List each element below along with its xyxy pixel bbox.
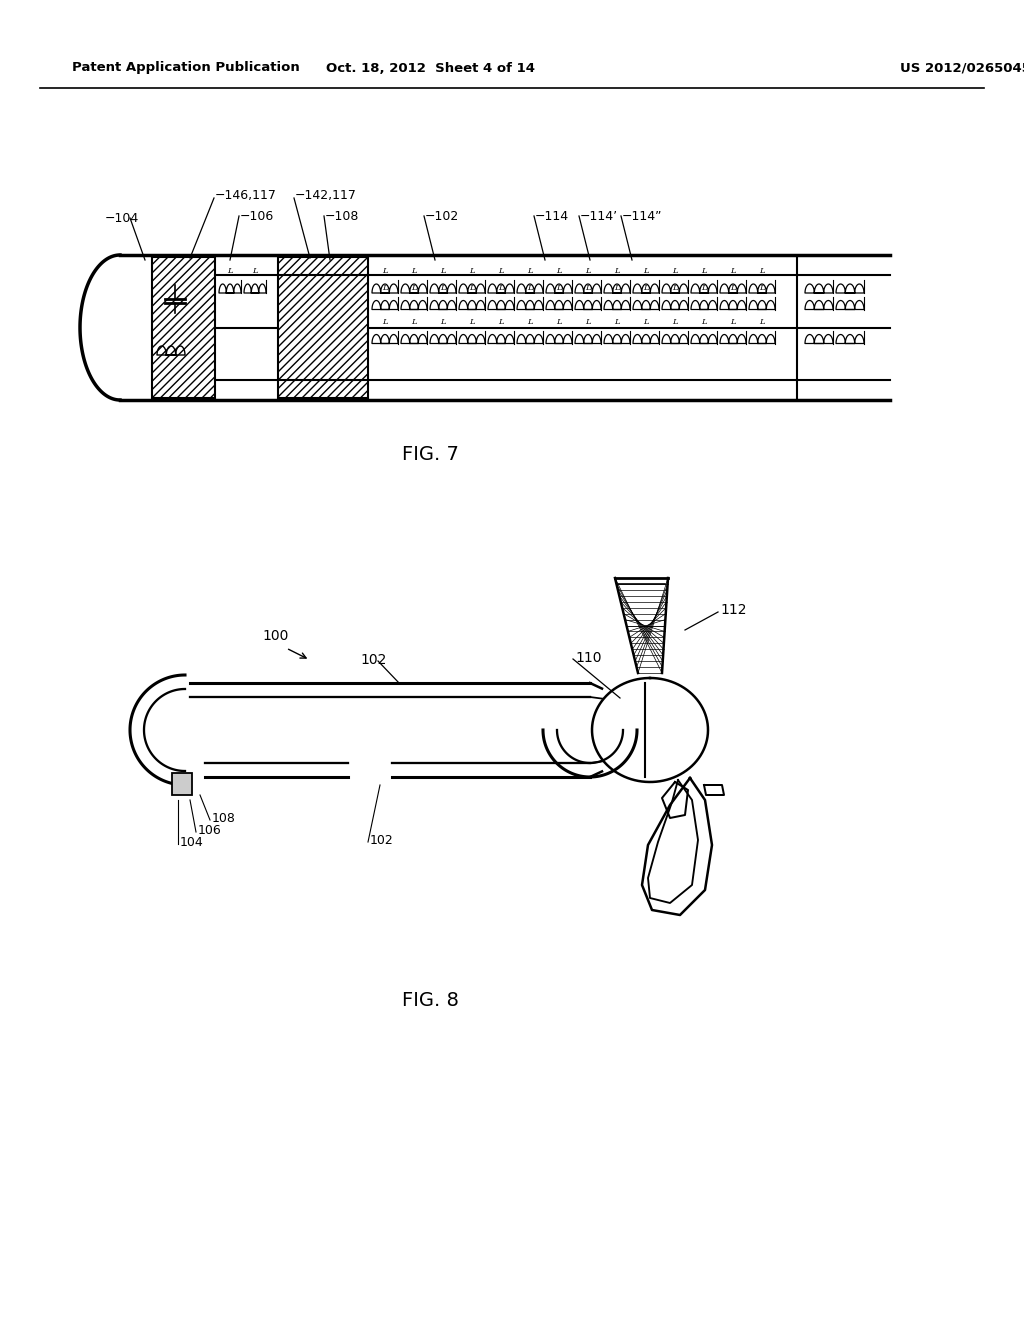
Text: L: L (614, 318, 620, 326)
Text: L: L (585, 284, 591, 292)
Text: L: L (730, 284, 736, 292)
Text: L: L (556, 318, 562, 326)
Text: L: L (440, 267, 445, 275)
Text: Patent Application Publication: Patent Application Publication (72, 62, 300, 74)
Text: L: L (672, 267, 678, 275)
Text: L: L (701, 318, 707, 326)
Text: L: L (412, 318, 417, 326)
Bar (278, 257, 368, 399)
Text: 102: 102 (370, 833, 394, 846)
Text: L: L (701, 267, 707, 275)
Text: 108: 108 (212, 812, 236, 825)
Text: L: L (227, 267, 232, 275)
Text: US 2012/0265045 A1: US 2012/0265045 A1 (900, 62, 1024, 74)
Text: L: L (759, 318, 765, 326)
Text: L: L (643, 284, 649, 292)
Text: L: L (527, 267, 532, 275)
Text: L: L (412, 284, 417, 292)
Text: L: L (614, 267, 620, 275)
Bar (152, 257, 215, 399)
Text: 102: 102 (360, 653, 386, 667)
Text: FIG. 7: FIG. 7 (401, 446, 459, 465)
Text: L: L (614, 284, 620, 292)
Text: L: L (672, 318, 678, 326)
Bar (172, 774, 193, 795)
Text: L: L (556, 284, 562, 292)
Text: L: L (499, 318, 504, 326)
Text: −102: −102 (425, 210, 459, 223)
Text: L: L (412, 267, 417, 275)
Text: L: L (527, 318, 532, 326)
Text: L: L (556, 267, 562, 275)
Text: −114’: −114’ (580, 210, 618, 223)
Text: L: L (499, 267, 504, 275)
Text: 100: 100 (262, 630, 289, 643)
Text: 110: 110 (575, 651, 601, 665)
Text: L: L (382, 318, 388, 326)
Text: L: L (527, 284, 532, 292)
Text: L: L (643, 318, 649, 326)
Text: L: L (499, 284, 504, 292)
Text: L: L (759, 267, 765, 275)
Text: L: L (585, 267, 591, 275)
Text: −142,117: −142,117 (295, 190, 357, 202)
Text: −114: −114 (535, 210, 569, 223)
Text: L: L (469, 284, 475, 292)
Text: 104: 104 (180, 836, 204, 849)
Text: −108: −108 (325, 210, 359, 223)
Text: L: L (730, 318, 736, 326)
Text: L: L (440, 284, 445, 292)
Text: L: L (730, 267, 736, 275)
Text: 112: 112 (720, 603, 746, 616)
Text: Oct. 18, 2012  Sheet 4 of 14: Oct. 18, 2012 Sheet 4 of 14 (326, 62, 535, 74)
Text: L: L (643, 267, 649, 275)
Text: L: L (382, 267, 388, 275)
Text: L: L (585, 318, 591, 326)
Text: L: L (252, 267, 258, 275)
Text: L: L (701, 284, 707, 292)
Text: L: L (440, 318, 445, 326)
Text: L: L (672, 284, 678, 292)
Text: FIG. 8: FIG. 8 (401, 990, 459, 1010)
Text: −104: −104 (105, 211, 139, 224)
Text: L: L (469, 318, 475, 326)
Text: 106: 106 (198, 824, 222, 837)
Text: L: L (382, 284, 388, 292)
Text: L: L (759, 284, 765, 292)
Text: L: L (469, 267, 475, 275)
Text: −146,117: −146,117 (215, 190, 276, 202)
Text: −114”: −114” (622, 210, 663, 223)
Text: −106: −106 (240, 210, 274, 223)
